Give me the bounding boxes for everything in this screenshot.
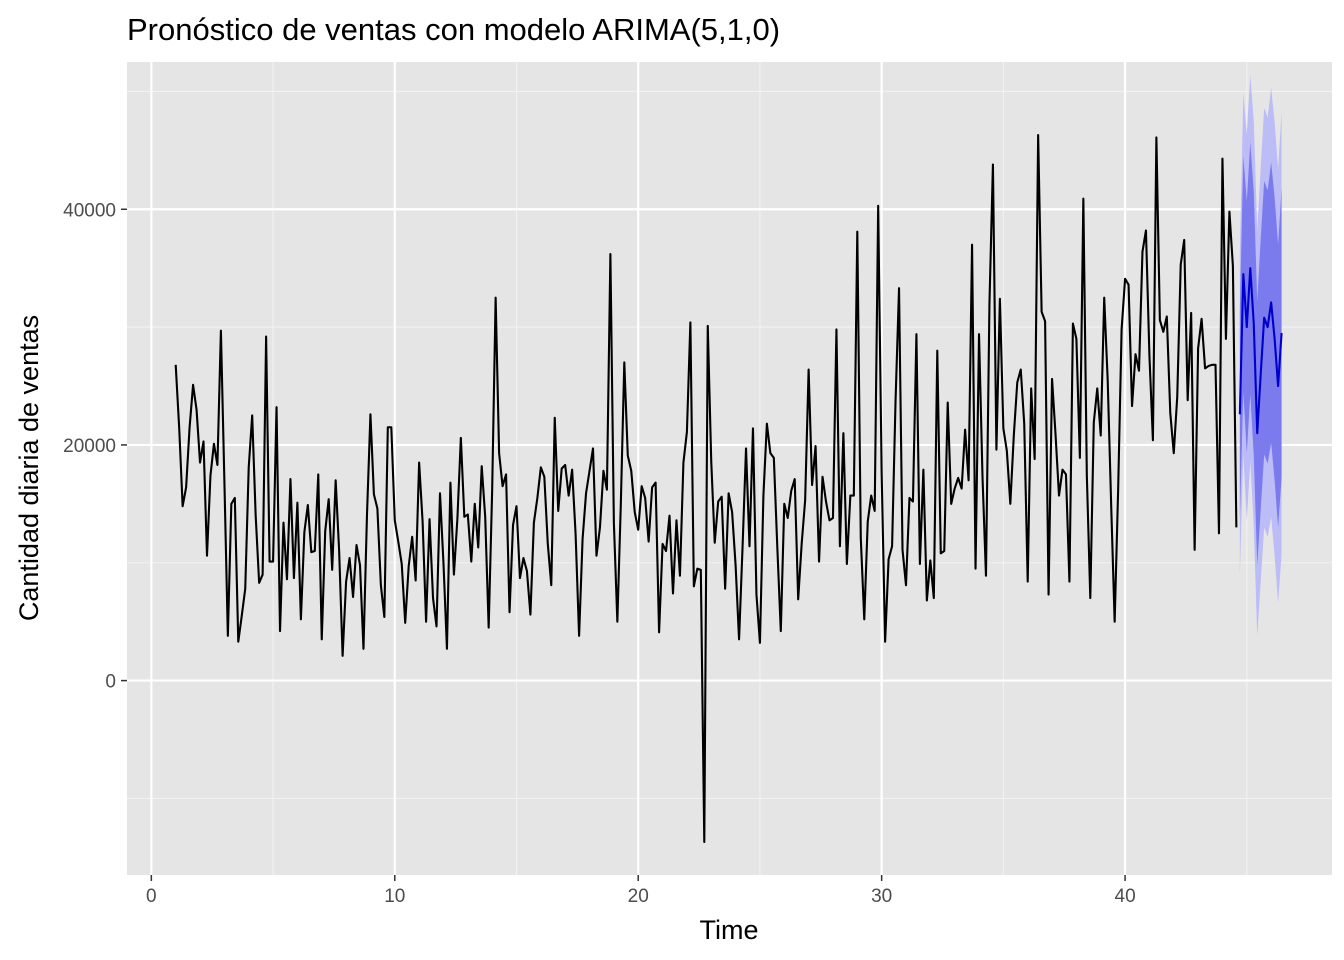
interval-80-area bbox=[1239, 142, 1282, 566]
chart-title: Pronóstico de ventas con modelo ARIMA(5,… bbox=[127, 12, 780, 47]
observed-sales-line bbox=[174, 134, 1238, 844]
plot-panel bbox=[127, 62, 1332, 875]
y-tick-labels: 0 20000 40000 bbox=[63, 200, 116, 692]
series-lines bbox=[174, 134, 1283, 844]
x-tick-label: 10 bbox=[384, 886, 405, 907]
axis-ticks bbox=[121, 208, 1126, 881]
forecast-line bbox=[1238, 267, 1283, 435]
prediction-interval-80 bbox=[1239, 142, 1282, 566]
major-gridlines bbox=[127, 62, 1332, 875]
y-tick-label: 0 bbox=[105, 672, 116, 693]
x-tick-label: 40 bbox=[1115, 886, 1136, 907]
minor-gridlines bbox=[127, 62, 1332, 875]
x-tick-label: 30 bbox=[871, 886, 892, 907]
x-tick-label: 20 bbox=[628, 886, 649, 907]
x-tick-label: 0 bbox=[146, 886, 157, 907]
y-axis-label: Cantidad diaria de ventas bbox=[14, 315, 44, 621]
y-tick-label: 20000 bbox=[63, 436, 116, 457]
x-tick-labels: 0 10 20 30 40 bbox=[146, 886, 1136, 907]
x-axis-label: Time bbox=[700, 915, 759, 945]
y-tick-label: 40000 bbox=[63, 200, 116, 221]
